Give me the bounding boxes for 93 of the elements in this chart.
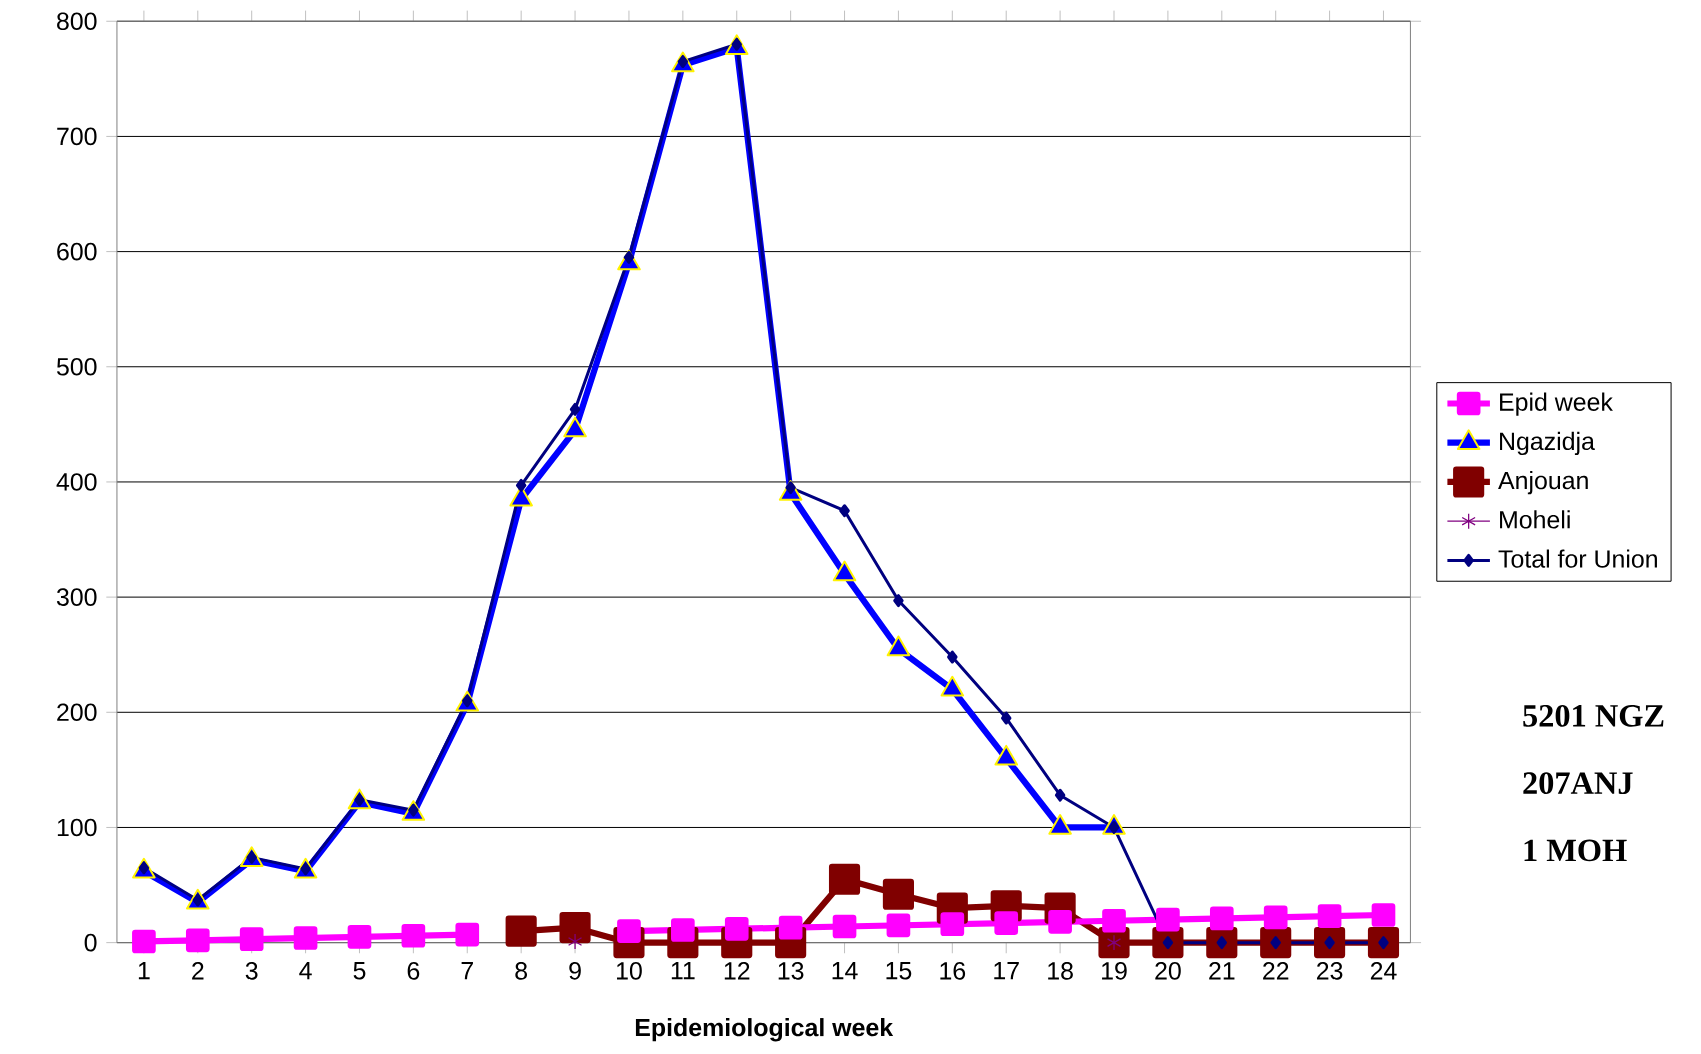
point: [940, 912, 965, 937]
point: [1378, 936, 1389, 950]
y-tick-label: 0: [84, 933, 97, 952]
point: [185, 928, 210, 953]
point: [882, 878, 914, 910]
x-tick-label: 2: [192, 962, 204, 980]
point: [893, 594, 904, 608]
x-tick-label: 22: [1263, 962, 1289, 980]
text: 5201 NGZ: [1523, 704, 1664, 727]
y-tick-label: 300: [56, 588, 97, 606]
point: [567, 933, 583, 950]
y-tick-label: 100: [57, 818, 97, 837]
text: 1 MOH: [1524, 839, 1627, 862]
point: [617, 919, 641, 943]
point: [455, 922, 480, 947]
point: [671, 918, 695, 942]
point: [1102, 908, 1126, 933]
point: [1054, 788, 1066, 802]
legend-label: Ngazidja: [1500, 431, 1595, 456]
point: [293, 926, 318, 950]
point: [1048, 910, 1072, 934]
x-tick-label: 21: [1209, 962, 1235, 980]
x-tick-label: 11: [671, 962, 695, 980]
point: [408, 803, 419, 817]
point: [347, 925, 372, 949]
point: [1324, 936, 1335, 950]
point: [1317, 904, 1342, 929]
point: [1106, 934, 1122, 951]
point: [1162, 936, 1174, 950]
x-tick-label: 8: [515, 962, 528, 980]
point: [192, 893, 204, 907]
point: [724, 917, 749, 941]
legend-label: Anjouan: [1498, 471, 1588, 495]
x-tick-label: 15: [886, 962, 912, 980]
point: [563, 416, 587, 438]
point: [886, 913, 911, 938]
x-tick-label: 20: [1155, 962, 1181, 980]
x-tick-label: 5: [353, 962, 366, 980]
point: [1371, 903, 1396, 927]
x-tick-label: 7: [461, 962, 473, 980]
y-tick-label: 400: [56, 473, 97, 491]
y-tick-label: 700: [57, 127, 97, 146]
point: [828, 863, 861, 895]
x-tick-label: 4: [299, 962, 312, 980]
point: [832, 914, 857, 939]
point: [1209, 906, 1234, 931]
x-tick-label: 23: [1316, 962, 1343, 980]
legend-label: Total for Union: [1498, 549, 1657, 568]
point: [462, 694, 473, 708]
x-tick-label: 3: [245, 962, 258, 980]
x-tick-label: 24: [1370, 962, 1397, 980]
point: [300, 862, 311, 876]
x-tick-label: 14: [832, 962, 858, 980]
point: [994, 911, 1019, 935]
x-axis-title: Epidemiological week: [635, 1018, 894, 1042]
y-tick-label: 500: [56, 358, 97, 376]
point: [559, 912, 591, 944]
point: [785, 481, 796, 495]
x-tick-label: 6: [407, 962, 420, 980]
point: [138, 861, 150, 875]
point: [623, 250, 635, 264]
y-tick-label: 200: [57, 703, 97, 722]
legend-label: Epid week: [1500, 392, 1613, 416]
x-tick-label: 13: [778, 962, 804, 980]
legend-label: Moheli: [1500, 510, 1570, 529]
x-tick-label: 18: [1048, 962, 1073, 980]
point: [132, 929, 156, 954]
point: [246, 850, 257, 864]
point: [1263, 905, 1288, 930]
x-tick-label: 12: [724, 962, 750, 980]
point: [505, 915, 537, 947]
point: [778, 915, 803, 940]
point: [239, 927, 264, 952]
x-tick-label: 19: [1102, 962, 1127, 980]
point: [1000, 711, 1012, 725]
point: [354, 793, 365, 807]
x-tick-label: 17: [994, 962, 1019, 980]
x-tick-label: 16: [940, 962, 966, 980]
point: [1156, 907, 1180, 932]
x-tick-label: 9: [569, 962, 581, 980]
x-tick-label: 10: [617, 962, 642, 980]
point: [1108, 821, 1120, 834]
point: [515, 478, 527, 492]
point: [401, 923, 426, 948]
point: [1216, 936, 1228, 950]
y-tick-label: 800: [57, 12, 97, 31]
y-tick-label: 600: [57, 242, 97, 261]
point: [839, 504, 850, 518]
x-tick-label: 1: [138, 962, 150, 980]
point: [1270, 936, 1281, 950]
point: [947, 650, 958, 664]
text: 207ANJ: [1523, 772, 1633, 795]
point: [569, 402, 581, 416]
